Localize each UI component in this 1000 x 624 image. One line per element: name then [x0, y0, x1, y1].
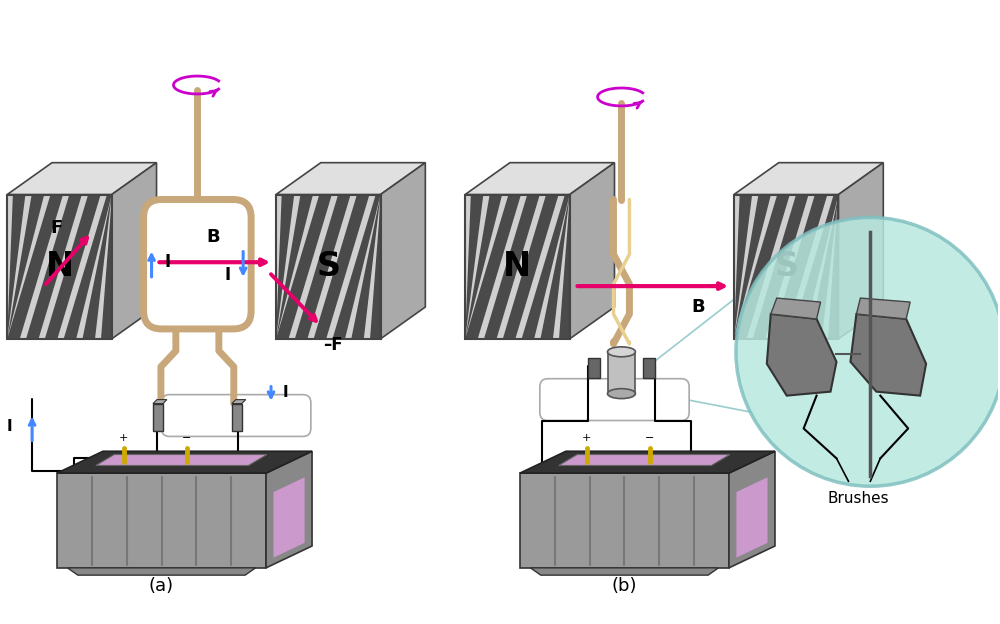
FancyBboxPatch shape [540, 379, 689, 421]
Polygon shape [643, 358, 655, 378]
Ellipse shape [608, 389, 635, 399]
Polygon shape [381, 163, 425, 339]
Polygon shape [465, 195, 502, 339]
Polygon shape [153, 404, 163, 431]
Polygon shape [828, 195, 838, 339]
Polygon shape [57, 473, 266, 568]
Polygon shape [96, 454, 267, 466]
Text: S: S [316, 250, 340, 283]
Polygon shape [276, 195, 381, 339]
Polygon shape [465, 195, 570, 339]
Text: N: N [503, 250, 531, 283]
Polygon shape [45, 195, 101, 339]
Polygon shape [276, 195, 332, 339]
Polygon shape [7, 163, 157, 195]
Polygon shape [734, 195, 752, 339]
Polygon shape [520, 451, 775, 473]
Text: I: I [164, 253, 171, 271]
Polygon shape [67, 568, 256, 575]
Polygon shape [351, 195, 381, 339]
Text: I: I [7, 419, 12, 434]
Text: I: I [283, 385, 289, 400]
Polygon shape [734, 195, 790, 339]
Text: B: B [206, 228, 220, 246]
Polygon shape [734, 163, 883, 195]
Polygon shape [266, 451, 312, 568]
Polygon shape [7, 195, 112, 339]
Text: –F: –F [323, 336, 342, 354]
Polygon shape [57, 451, 312, 473]
Polygon shape [273, 476, 305, 558]
Polygon shape [559, 454, 730, 466]
Ellipse shape [608, 347, 635, 357]
Polygon shape [838, 163, 883, 339]
Polygon shape [850, 314, 926, 396]
Text: I: I [224, 266, 230, 283]
Polygon shape [729, 451, 775, 568]
Polygon shape [772, 195, 827, 339]
Polygon shape [276, 163, 425, 195]
Polygon shape [153, 399, 167, 404]
Polygon shape [588, 358, 600, 378]
Text: F: F [50, 220, 62, 237]
Polygon shape [232, 404, 242, 431]
Polygon shape [332, 195, 381, 339]
Polygon shape [370, 195, 381, 339]
Polygon shape [530, 568, 719, 575]
Polygon shape [559, 195, 570, 339]
Polygon shape [295, 195, 351, 339]
Text: (a): (a) [149, 577, 174, 595]
Polygon shape [112, 163, 157, 339]
Polygon shape [26, 195, 82, 339]
Text: −: − [645, 433, 654, 443]
Text: (b): (b) [612, 577, 637, 595]
Polygon shape [540, 195, 570, 339]
Text: −: − [182, 433, 191, 443]
Polygon shape [64, 195, 112, 339]
Polygon shape [753, 195, 809, 339]
Text: +: + [582, 433, 591, 443]
Polygon shape [276, 195, 313, 339]
Polygon shape [522, 195, 570, 339]
Polygon shape [520, 473, 729, 568]
Polygon shape [465, 195, 521, 339]
Polygon shape [82, 195, 112, 339]
Polygon shape [276, 195, 294, 339]
Polygon shape [465, 163, 614, 195]
Circle shape [736, 217, 1000, 486]
Polygon shape [465, 195, 483, 339]
Text: S: S [774, 250, 798, 283]
Polygon shape [570, 163, 614, 339]
FancyBboxPatch shape [144, 200, 251, 329]
Polygon shape [734, 195, 838, 339]
Polygon shape [503, 195, 559, 339]
Polygon shape [790, 195, 838, 339]
Polygon shape [7, 195, 25, 339]
Polygon shape [608, 352, 635, 394]
Polygon shape [856, 298, 910, 319]
FancyBboxPatch shape [162, 394, 311, 436]
Polygon shape [736, 476, 768, 558]
Polygon shape [7, 195, 44, 339]
Polygon shape [767, 314, 836, 396]
Text: +: + [119, 433, 129, 443]
Polygon shape [734, 195, 771, 339]
Polygon shape [7, 195, 63, 339]
Text: B: B [691, 298, 705, 316]
Polygon shape [232, 399, 246, 404]
Polygon shape [484, 195, 540, 339]
Polygon shape [771, 298, 821, 319]
Text: N: N [45, 250, 74, 283]
Polygon shape [314, 195, 369, 339]
Text: Brushes: Brushes [828, 491, 889, 506]
Polygon shape [101, 195, 112, 339]
Polygon shape [809, 195, 838, 339]
